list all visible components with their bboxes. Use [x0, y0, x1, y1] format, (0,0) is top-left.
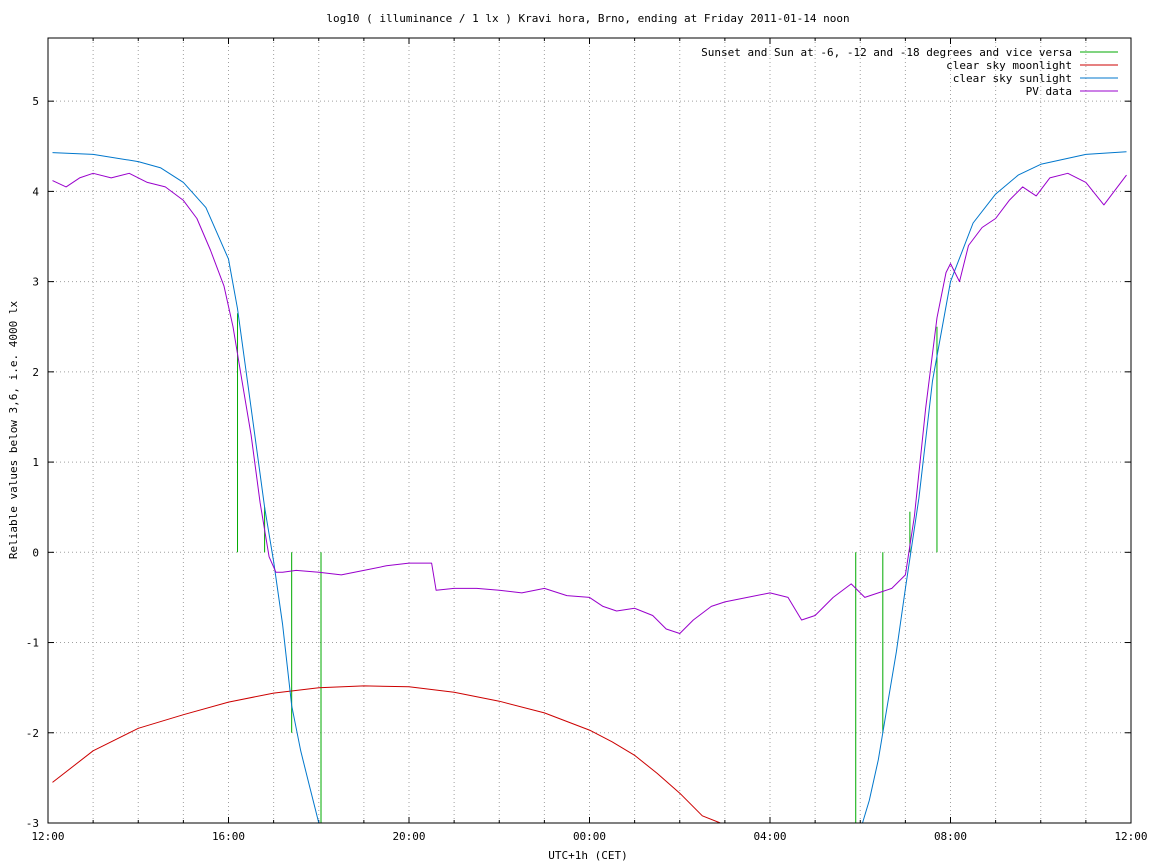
series-line-pv-data	[52, 172, 1127, 634]
y-tick-label: -2	[26, 727, 39, 740]
y-tick-label: -3	[26, 817, 39, 830]
x-tick-label: 12:00	[31, 830, 64, 843]
grid-lines	[48, 38, 1131, 823]
y-axis-ticks: -3 -2 -1 0 1 2 3 4 5	[26, 95, 1131, 830]
x-tick-label: 20:00	[392, 830, 425, 843]
legend-label: PV data	[1026, 85, 1072, 98]
series-group	[52, 151, 1127, 824]
x-tick-label: 08:00	[934, 830, 967, 843]
legend-label: clear sky sunlight	[953, 72, 1072, 85]
y-tick-label: 2	[32, 366, 39, 379]
x-tick-label: 12:00	[1114, 830, 1147, 843]
y-tick-label: 0	[32, 546, 39, 559]
y-tick-label: 3	[32, 276, 39, 289]
legend: Sunset and Sun at -6, -12 and -18 degree…	[701, 46, 1118, 98]
y-tick-label: 5	[32, 95, 39, 108]
y-tick-label: -1	[26, 637, 39, 650]
plot-frame	[47, 37, 1132, 824]
chart-title: log10 ( illuminance / 1 lx ) Kravi hora,…	[326, 12, 849, 25]
legend-label: clear sky moonlight	[946, 59, 1072, 72]
series-line-clear-sky-moonlight	[52, 685, 721, 824]
x-tick-label: 00:00	[573, 830, 606, 843]
x-axis-ticks: 12:00 16:00 20:00 00:00 04:00 08:00 12:00	[31, 38, 1148, 843]
x-tick-label: 04:00	[753, 830, 786, 843]
y-axis-label: Reliable values below 3,6, i.e. 4000 lx	[7, 300, 20, 559]
y-tick-label: 1	[32, 456, 39, 469]
x-axis-label: UTC+1h (CET)	[548, 849, 627, 862]
x-tick-label: 16:00	[212, 830, 245, 843]
legend-label: Sunset and Sun at -6, -12 and -18 degree…	[701, 46, 1072, 59]
y-tick-label: 4	[32, 185, 39, 198]
